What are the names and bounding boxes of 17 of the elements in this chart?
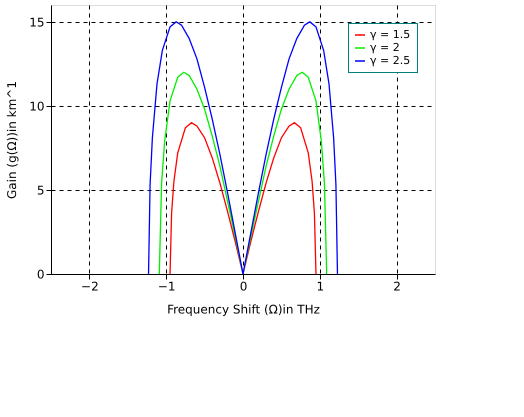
x-tick-label: −2 — [81, 280, 99, 294]
line-series — [158, 72, 328, 274]
y-axis-title: Gain (g(Ω))in km^1 — [5, 80, 20, 200]
x-axis-title: Frequency Shift (Ω)in THz — [167, 302, 320, 316]
y-tick-label: 5 — [36, 183, 44, 198]
line-series — [148, 21, 338, 274]
legend-label: γ = 2.5 — [370, 54, 410, 67]
y-tick-label: 15 — [29, 15, 44, 30]
x-tick-label: 2 — [393, 280, 401, 294]
y-tick-label: 0 — [36, 268, 44, 282]
line-series — [169, 122, 317, 274]
legend-label: γ = 2 — [370, 41, 400, 54]
x-tick-label: −1 — [158, 280, 176, 294]
x-tick-label: 0 — [240, 280, 248, 294]
x-tick-label: 1 — [316, 280, 324, 294]
legend-label: γ = 1.5 — [370, 28, 410, 41]
y-tick-label: 10 — [29, 99, 44, 114]
